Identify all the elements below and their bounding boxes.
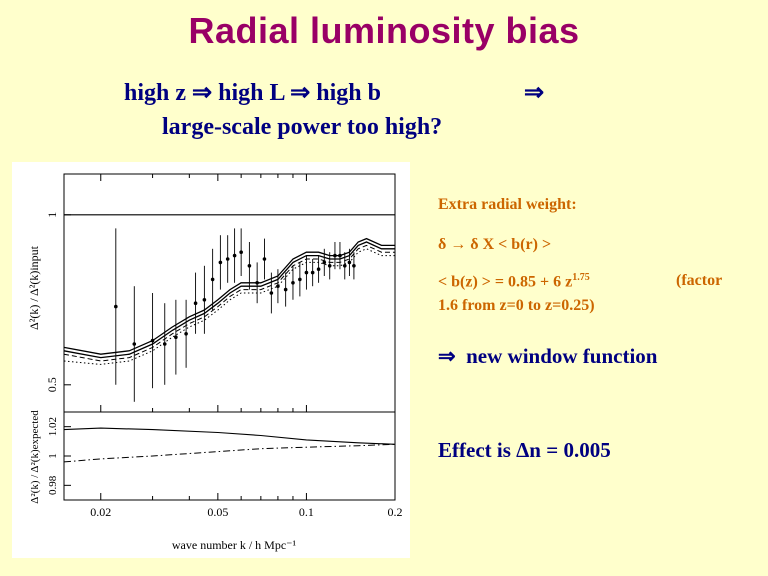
data-point bbox=[352, 264, 356, 268]
model-curve-solid-upper bbox=[63, 237, 395, 355]
bz-range: 1.6 from z=0 to z=0.25) bbox=[438, 297, 595, 314]
subtitle-line1: high z ⇒ high L ⇒ high b bbox=[124, 80, 381, 106]
data-point bbox=[298, 277, 302, 282]
data-point bbox=[174, 335, 178, 339]
data-point bbox=[218, 260, 223, 265]
slide-title: Radial luminosity bias bbox=[188, 10, 580, 51]
data-point bbox=[232, 253, 237, 258]
data-point bbox=[347, 260, 352, 265]
new-window-text: new window function bbox=[466, 344, 658, 368]
x-tick-label: 0.05 bbox=[207, 505, 228, 519]
bz-factor: (factor bbox=[676, 272, 723, 289]
data-point bbox=[327, 264, 332, 268]
data-point bbox=[132, 342, 137, 346]
data-point bbox=[342, 264, 347, 268]
x-tick-label: 0.2 bbox=[388, 505, 403, 519]
data-point bbox=[310, 270, 315, 275]
top-y-tick-label: 1 bbox=[45, 212, 59, 218]
data-point bbox=[202, 298, 207, 302]
bottom-panel-frame bbox=[63, 411, 396, 501]
bottom-y-tick-label: 0.98 bbox=[47, 475, 59, 495]
model-curve-dashed bbox=[63, 244, 395, 362]
data-point bbox=[338, 253, 342, 258]
x-tick-label: 0.1 bbox=[299, 505, 314, 519]
bottom-y-tick-label: 1.02 bbox=[47, 417, 59, 436]
new-window-arrow: ⇒ bbox=[438, 344, 456, 368]
data-point bbox=[316, 267, 321, 271]
subtitle-line2: large-scale power too high? bbox=[162, 114, 443, 140]
data-point bbox=[193, 301, 198, 305]
data-point bbox=[162, 342, 167, 346]
data-point bbox=[333, 253, 337, 258]
model-curve-solid-lower bbox=[63, 241, 395, 359]
data-point bbox=[304, 270, 309, 275]
model-curve-dotted bbox=[63, 248, 395, 365]
data-point bbox=[291, 281, 295, 285]
data-point bbox=[239, 250, 243, 254]
bottom-ylabel: Δ²(k) / Δ²(k)expected bbox=[29, 410, 41, 504]
bz-exponent: 1.75 bbox=[572, 272, 590, 283]
bottom-y-tick-label: 1 bbox=[47, 453, 59, 459]
data-point bbox=[247, 264, 252, 268]
data-point bbox=[276, 284, 280, 288]
data-point bbox=[114, 304, 118, 309]
bz-formula-prefix: < b(z) > = 0.85 + 6 z bbox=[438, 273, 573, 291]
power-spectrum-figure: 0.5 1 0.02 0.05 0.1 0.2 0.98 1 1.02 Δ²(k) / Δ²(… bbox=[27, 173, 403, 552]
x-tick-label: 0.02 bbox=[90, 505, 111, 519]
data-point bbox=[225, 257, 230, 261]
data-point bbox=[255, 281, 259, 285]
data-point bbox=[150, 338, 155, 343]
bz-formula: < b(z) > = 0.85 + 6 z1.75 bbox=[438, 272, 590, 291]
data-point bbox=[269, 291, 274, 295]
data-point bbox=[262, 257, 267, 261]
data-point bbox=[283, 287, 288, 292]
data-point bbox=[210, 277, 215, 282]
subtitle-arrow: ⇒ bbox=[524, 80, 545, 106]
top-ylabel: Δ²(k) / Δ²(k)input bbox=[27, 245, 41, 330]
ratio-curve-solid bbox=[63, 427, 396, 445]
delta-line: δ → δ X < b(r) > bbox=[438, 236, 552, 253]
effect-text: Effect is Δn = 0.005 bbox=[438, 438, 611, 462]
data-point bbox=[184, 332, 188, 336]
ratio-curve-dash-dot bbox=[63, 443, 396, 463]
new-window-line: ⇒ new window function bbox=[438, 344, 657, 369]
figure-panel: 0.5 1 0.02 0.05 0.1 0.2 0.98 1 1.02 Δ²(k) / Δ²(… bbox=[12, 162, 410, 558]
x-axis-label: wave number k / h Mpc⁻¹ bbox=[172, 538, 297, 552]
top-y-tick-label: 0.5 bbox=[45, 377, 59, 392]
data-point bbox=[322, 260, 327, 265]
extra-weight-label: Extra radial weight: bbox=[438, 196, 577, 213]
